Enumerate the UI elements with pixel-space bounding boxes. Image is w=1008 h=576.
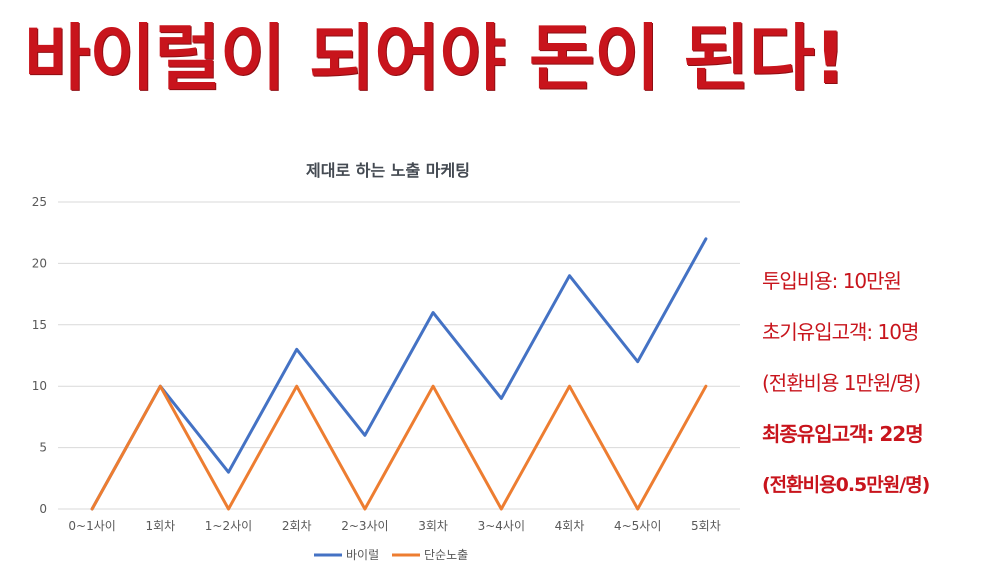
x-axis-ticks: 0~1사이 1회차 1~2사이 2회차 2~3사이 3회차 3~4사이 4회차 4~5사이 5회차 xyxy=(68,519,720,533)
headline: 바이럴이 되어야 돈이 된다! xyxy=(24,16,847,100)
investment-cost: 투입비용: 10만원 xyxy=(762,269,902,293)
legend: 바이럴 단순노출 xyxy=(314,548,468,562)
y-tick-label: 10 xyxy=(32,379,47,393)
info-panel: 투입비용: 10만원 초기유입고객: 10명 (전환비용 1만원/명) 최종유입… xyxy=(762,268,1008,523)
series-lines xyxy=(90,237,708,511)
x-tick-label: 3회차 xyxy=(418,519,448,533)
x-tick-label: 2회차 xyxy=(282,519,312,533)
y-tick-label: 15 xyxy=(32,318,47,332)
series-line-0 xyxy=(90,237,708,511)
x-tick-label: 0~1사이 xyxy=(68,519,115,533)
final-conversion-cost: (전환비용0.5만원/명) xyxy=(762,474,930,496)
initial-conversion-cost: (전환비용 1만원/명) xyxy=(762,371,921,395)
x-tick-label: 1회차 xyxy=(145,519,175,533)
x-tick-label: 4회차 xyxy=(555,519,585,533)
x-tick-label: 3~4사이 xyxy=(478,519,525,533)
grid xyxy=(58,201,740,510)
y-axis-ticks: 0 5 10 15 20 25 xyxy=(32,195,47,516)
line-chart: 제대로 하는 노출 마케팅 0 5 10 15 20 25 0~1사이 1회차 1~2사이 2회… xyxy=(32,161,740,562)
y-tick-label: 0 xyxy=(39,502,47,516)
y-tick-label: 5 xyxy=(39,441,47,455)
final-customers: 최종유입고객: 22명 xyxy=(762,422,924,446)
x-tick-label: 2~3사이 xyxy=(341,519,388,533)
legend-label: 단순노출 xyxy=(424,548,468,562)
legend-label: 바이럴 xyxy=(346,548,379,562)
chart-title: 제대로 하는 노출 마케팅 xyxy=(306,161,470,180)
series-line-1 xyxy=(90,384,708,511)
x-tick-label: 4~5사이 xyxy=(614,519,661,533)
y-tick-label: 20 xyxy=(32,256,47,270)
y-tick-label: 25 xyxy=(32,195,47,209)
initial-customers: 초기유입고객: 10명 xyxy=(762,320,919,344)
x-tick-label: 5회차 xyxy=(691,519,721,533)
x-tick-label: 1~2사이 xyxy=(205,519,252,533)
